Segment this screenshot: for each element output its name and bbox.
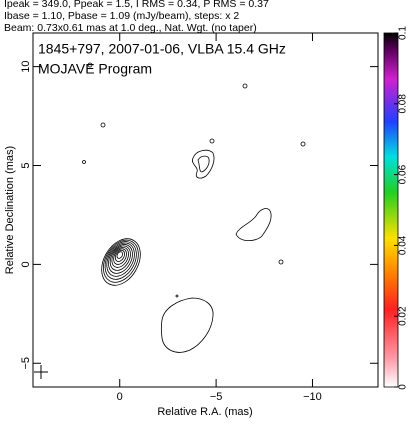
colorbar-tick-label: 0.02	[398, 306, 409, 326]
contour	[104, 241, 137, 280]
contour	[114, 249, 125, 262]
colorbar	[383, 32, 399, 388]
contour	[102, 239, 139, 283]
contour	[113, 248, 127, 265]
chart-title: 1845+797, 2007-01-06, VLBA 15.4 GHz	[38, 41, 286, 57]
colorbar-tick-label: 0.08	[398, 94, 409, 114]
header-line: Ibase = 1.10, Pbase = 1.09 (mJy/beam), s…	[4, 10, 239, 22]
plot-frame	[32, 32, 379, 388]
y-axis-label: Relative Declination (mas)	[4, 146, 16, 274]
chart-subtitle: MOJAVE Program	[38, 61, 152, 77]
x-tick-label: −5	[210, 391, 223, 403]
contour	[106, 242, 135, 277]
contours	[82, 62, 306, 353]
contour	[101, 238, 141, 286]
y-tick-label: −5	[20, 357, 32, 370]
header-line: Ipeak = 349.0, Ppeak = 1.5, I RMS = 0.34…	[4, 0, 269, 10]
contour	[109, 245, 131, 271]
contour	[87, 62, 93, 68]
contour	[116, 251, 124, 259]
contour	[278, 259, 284, 265]
contour	[111, 246, 129, 268]
contour	[191, 149, 215, 179]
x-tick-label: −10	[303, 391, 322, 403]
contour	[235, 208, 272, 242]
contour	[300, 141, 306, 147]
contour	[175, 294, 179, 298]
colorbar-tick-label: 0.04	[398, 235, 409, 255]
contour	[197, 155, 210, 173]
contour	[100, 122, 106, 128]
y-tick-label: 10	[20, 60, 32, 72]
core-contours	[101, 238, 141, 286]
beam	[34, 365, 48, 379]
contour	[209, 138, 215, 144]
header-line: Beam: 0.73x0.61 mas at 1.0 deg., Nat. Wg…	[4, 22, 257, 34]
contour	[242, 83, 248, 89]
colorbar-tick-label: 0.1	[398, 26, 409, 40]
contour	[108, 244, 133, 274]
x-axis-label: Relative R.A. (mas)	[157, 406, 252, 418]
contour	[160, 297, 214, 353]
colorbar-tick-label: 0.06	[398, 164, 409, 184]
colorbar-tick-label: 0	[398, 384, 409, 390]
contour	[82, 160, 86, 164]
y-tick-label: 0	[20, 261, 32, 267]
x-tick-label: 0	[117, 391, 123, 403]
y-tick-label: 5	[20, 162, 32, 168]
